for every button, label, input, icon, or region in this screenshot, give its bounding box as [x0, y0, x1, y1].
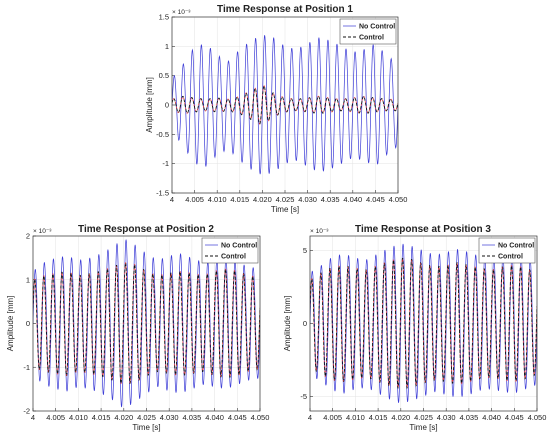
- y-tick-label: 0: [165, 101, 169, 110]
- x-tick-label: 4.050: [528, 413, 547, 422]
- x-axis-label: Time [s]: [271, 205, 299, 214]
- y-tick-label: 1.5: [159, 13, 169, 22]
- y-tick-label: 0.5: [159, 71, 169, 80]
- chart-position-3: 4 4.005 4.010 4.015 4.020 4.025 4.030 4.035 4.04…: [283, 224, 546, 432]
- x-tick-label: 4.040: [343, 195, 362, 204]
- x-axis-label: Time [s]: [409, 423, 437, 432]
- x-tick-label: 4: [31, 413, 35, 422]
- x-tick-label: 4.005: [323, 413, 342, 422]
- x-tick-label: 4.040: [482, 413, 501, 422]
- x-tick-label: 4.010: [346, 413, 365, 422]
- y-exponent-label: × 10⁻³: [172, 9, 191, 16]
- y-tick-label: 0: [26, 319, 30, 328]
- legend: No Control Control: [339, 18, 397, 45]
- x-tick-label: 4.020: [253, 195, 272, 204]
- legend-label-no-control: No Control: [498, 243, 534, 250]
- series-control-line: [33, 262, 260, 385]
- chart-position-2: 4 4.005 4.010 4.015 4.020 4.025 4.030 4.035 4.04…: [6, 224, 269, 432]
- x-tick-label: 4.050: [251, 413, 270, 422]
- x-tick-label: 4.035: [460, 413, 479, 422]
- y-tick-label: 2: [26, 232, 30, 241]
- legend-label-control: Control: [498, 254, 523, 261]
- x-tick-label: 4.020: [114, 413, 133, 422]
- series-control-line-tint: [172, 85, 398, 125]
- y-tick-label: 0: [303, 319, 307, 328]
- legend-label-no-control: No Control: [359, 24, 395, 31]
- x-tick-label: 4.030: [298, 195, 317, 204]
- legend-box: [201, 237, 259, 264]
- y-axis-label: Amplitude [mm]: [283, 296, 292, 352]
- x-tick-label: 4: [308, 413, 312, 422]
- y-tick-label: 5: [303, 246, 307, 255]
- y-axis-label: Amplitude [mm]: [145, 77, 154, 133]
- plot-frame: [32, 235, 261, 412]
- x-tick-label: 4.015: [92, 413, 111, 422]
- x-tick-label: 4.045: [505, 413, 524, 422]
- series-control-line-tint: [33, 262, 260, 385]
- x-tick-label: 4.030: [437, 413, 456, 422]
- series-control-line: [172, 85, 398, 125]
- x-tick-label: 4.030: [160, 413, 179, 422]
- y-axis-label: Amplitude [mm]: [6, 296, 15, 352]
- x-tick-label: 4.050: [389, 195, 408, 204]
- x-tick-label: 4.005: [46, 413, 65, 422]
- x-tick-label: 4.045: [366, 195, 385, 204]
- chart-title: Time Response at Position 3: [355, 224, 491, 235]
- y-exponent-label: × 10⁻³: [310, 228, 329, 235]
- series-control-line: [310, 257, 537, 389]
- y-tick-label: -5: [300, 392, 307, 401]
- y-tick-label: -1: [162, 159, 169, 168]
- x-tick-label: 4: [170, 195, 174, 204]
- x-axis-label: Time [s]: [132, 423, 160, 432]
- plot-frame: [309, 235, 538, 412]
- plot-frame: [171, 16, 399, 194]
- x-tick-label: 4.010: [69, 413, 88, 422]
- x-tick-label: 4.015: [230, 195, 249, 204]
- x-tick-label: 4.010: [208, 195, 227, 204]
- legend: No Control Control: [201, 237, 259, 264]
- x-tick-label: 4.005: [185, 195, 204, 204]
- legend-label-control: Control: [221, 254, 246, 261]
- y-tick-label: 1: [165, 42, 169, 51]
- y-tick-label: 1: [26, 275, 30, 284]
- legend-box: [478, 237, 536, 264]
- series-control-line-tint: [310, 257, 537, 389]
- chart-position-1: 4 4.005 4.010 4.015 4.020 4.025 4.030 4.035 4.04…: [145, 4, 407, 214]
- series-no-control-line: [172, 35, 398, 175]
- x-tick-label: 4.045: [228, 413, 247, 422]
- series-no-control-line: [310, 243, 537, 403]
- y-exponent-label: × 10⁻³: [33, 228, 52, 235]
- legend-box: [339, 18, 397, 45]
- chart-title: Time Response at Position 1: [217, 4, 353, 15]
- y-tick-label: -2: [23, 407, 30, 416]
- x-tick-label: 4.025: [137, 413, 156, 422]
- x-tick-label: 4.025: [414, 413, 433, 422]
- legend-label-control: Control: [359, 35, 384, 42]
- x-tick-label: 4.035: [321, 195, 340, 204]
- x-tick-label: 4.040: [205, 413, 224, 422]
- y-tick-label: -1: [23, 363, 30, 372]
- x-tick-label: 4.025: [276, 195, 295, 204]
- legend: No Control Control: [478, 237, 536, 264]
- y-tick-label: -1.5: [156, 189, 169, 198]
- chart-title: Time Response at Position 2: [78, 224, 214, 235]
- series-no-control-line: [33, 239, 260, 408]
- x-tick-label: 4.015: [369, 413, 388, 422]
- y-tick-label: -0.5: [156, 130, 169, 139]
- x-tick-label: 4.020: [391, 413, 410, 422]
- x-tick-label: 4.035: [183, 413, 202, 422]
- legend-label-no-control: No Control: [221, 243, 257, 250]
